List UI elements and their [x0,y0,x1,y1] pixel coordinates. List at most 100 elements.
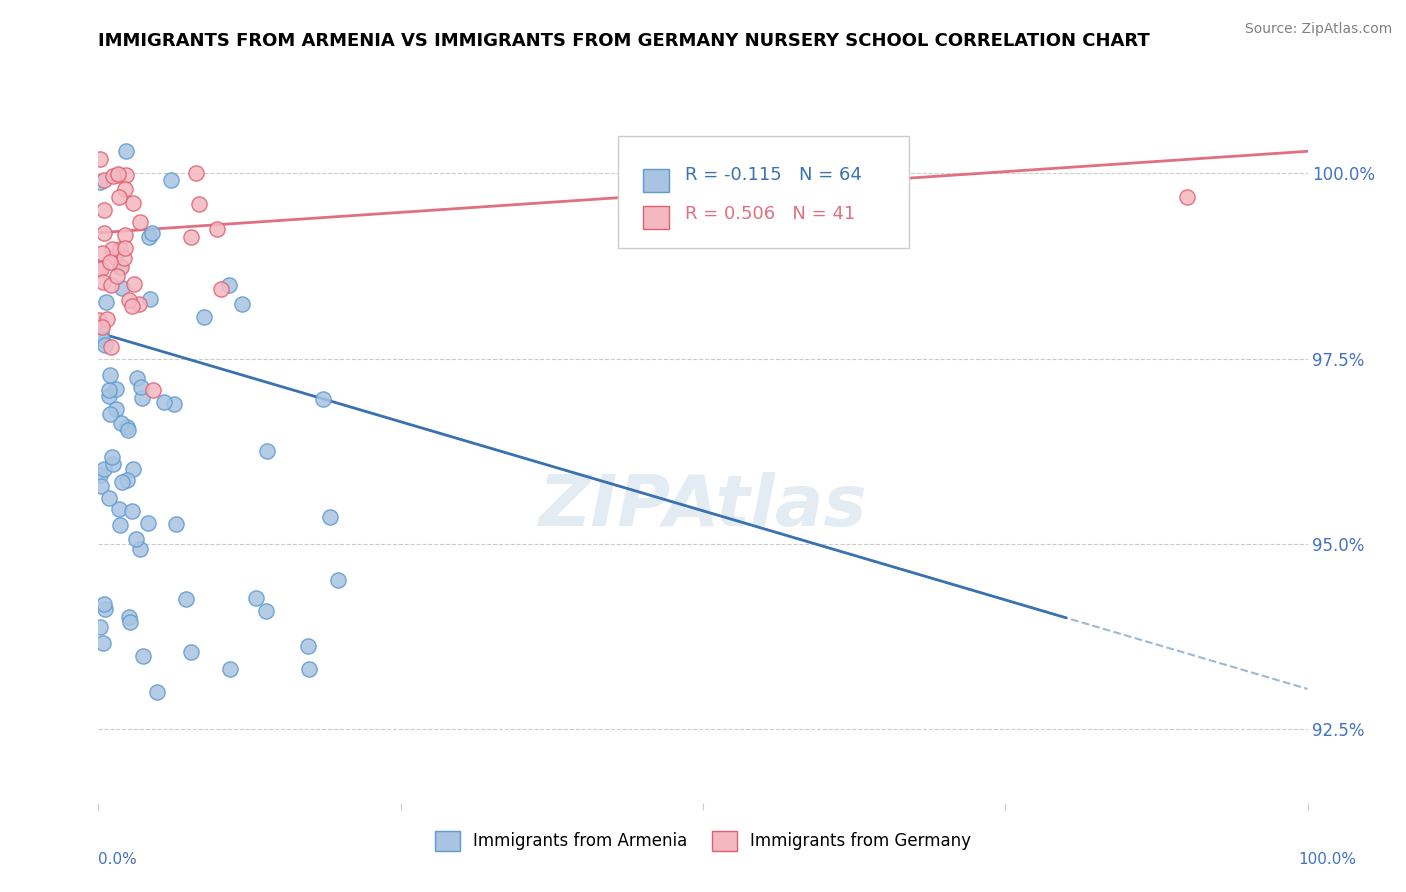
Point [103,169,125,183]
Point [108,518,131,533]
Text: 100.0%: 100.0% [1299,852,1357,867]
Point [122,196,145,211]
Point [96,312,118,326]
Point [326,574,349,588]
Point [141,226,163,240]
Point [298,662,321,676]
Point [159,173,181,187]
Point [128,215,150,229]
Point [128,297,150,311]
Point [90,325,112,339]
Point [94,295,117,310]
Text: R = -0.115   N = 64: R = -0.115 N = 64 [685,166,862,184]
Point [108,260,131,274]
Point [136,516,159,531]
Text: 0.0%: 0.0% [98,852,138,867]
Point [121,504,143,518]
Point [256,443,278,458]
Point [138,229,160,244]
Point [129,380,152,394]
Point [91,319,114,334]
Point [112,251,135,265]
Point [297,640,319,654]
Point [93,172,115,186]
FancyBboxPatch shape [643,169,669,192]
Point [219,662,242,676]
Point [91,332,114,346]
Legend: Immigrants from Armenia, Immigrants from Germany: Immigrants from Armenia, Immigrants from… [425,821,981,861]
Point [107,168,129,182]
Point [127,371,149,385]
Point [193,310,215,325]
Point [115,168,138,182]
Point [110,417,132,431]
Point [98,368,121,382]
Point [205,221,228,235]
Point [93,203,115,218]
Point [93,275,115,289]
Point [114,228,136,243]
Point [115,473,138,487]
Point [93,462,115,476]
Point [121,299,143,313]
Point [118,293,141,307]
Point [146,685,169,699]
Point [100,242,122,256]
FancyBboxPatch shape [643,206,669,229]
Text: IMMIGRANTS FROM ARMENIA VS IMMIGRANTS FROM GERMANY NURSERY SCHOOL CORRELATION CH: IMMIGRANTS FROM ARMENIA VS IMMIGRANTS FR… [98,32,1150,50]
Point [97,389,120,403]
Point [131,391,153,405]
Point [1175,190,1198,204]
Point [174,591,197,606]
FancyBboxPatch shape [619,136,908,247]
Point [163,397,186,411]
Point [108,501,131,516]
Point [122,462,145,476]
Point [218,278,240,293]
Point [122,277,145,291]
Point [152,394,174,409]
Point [254,604,277,618]
Point [117,420,139,434]
Point [98,407,121,421]
Point [319,509,342,524]
Point [100,450,122,464]
Point [118,609,141,624]
Point [89,467,111,482]
Point [94,337,117,351]
Point [98,384,121,398]
Point [101,457,124,471]
Point [245,591,267,605]
Point [103,250,125,264]
Point [114,242,136,256]
Point [89,152,111,166]
Point [120,615,142,630]
Point [107,167,129,181]
Point [180,230,202,244]
Point [100,278,122,293]
Point [94,602,117,616]
Point [115,145,138,159]
Point [89,619,111,633]
Point [108,242,131,256]
Point [98,491,121,506]
Point [93,226,115,240]
Point [142,383,165,397]
Point [231,297,253,311]
Point [125,532,148,546]
Point [87,313,110,327]
Point [129,542,152,557]
Point [114,182,136,196]
Text: Source: ZipAtlas.com: Source: ZipAtlas.com [1244,22,1392,37]
Point [91,635,114,649]
Point [104,401,127,416]
Point [180,645,202,659]
Point [187,196,209,211]
Point [117,423,139,437]
Point [90,261,112,276]
Point [91,246,114,260]
Point [93,597,115,611]
Point [89,175,111,189]
Point [87,260,110,275]
Point [186,167,208,181]
